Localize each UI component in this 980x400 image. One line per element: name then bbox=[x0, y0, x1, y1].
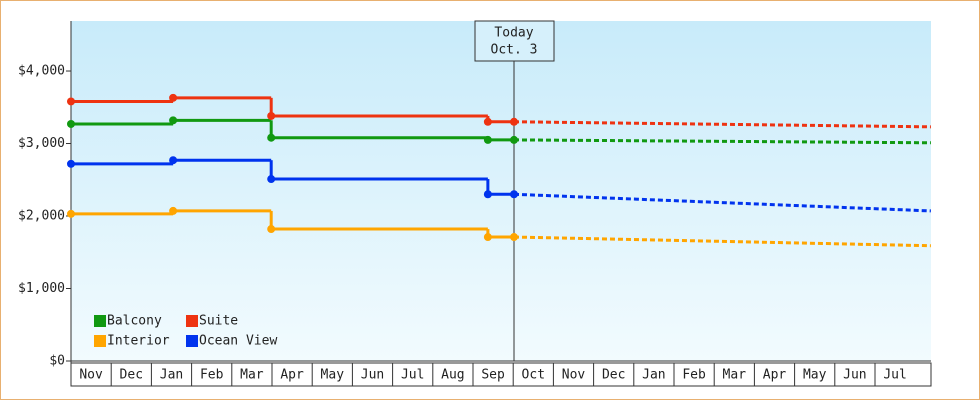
plot-area bbox=[71, 21, 931, 361]
x-tick-label: Jul bbox=[401, 368, 424, 383]
point bbox=[267, 133, 276, 142]
legend-label: Suite bbox=[199, 314, 238, 329]
point bbox=[510, 233, 519, 242]
x-tick-label: Oct bbox=[522, 368, 545, 383]
y-tick-label: $0 bbox=[49, 354, 65, 369]
x-tick-label: Mar bbox=[240, 368, 264, 383]
point bbox=[510, 117, 519, 126]
x-tick-label: Apr bbox=[280, 368, 304, 383]
x-tick-label: Jun bbox=[361, 368, 384, 383]
point bbox=[483, 117, 492, 126]
x-tick-label: Aug bbox=[441, 368, 464, 383]
today-label: Today bbox=[494, 26, 533, 41]
point bbox=[67, 159, 75, 168]
point bbox=[510, 135, 519, 144]
point bbox=[267, 175, 276, 184]
point bbox=[169, 116, 178, 125]
point bbox=[169, 93, 178, 102]
y-tick-label: $2,000 bbox=[18, 209, 65, 224]
legend-swatch bbox=[186, 335, 198, 347]
x-tick-label: Nov bbox=[79, 368, 103, 383]
x-tick-label: Feb bbox=[200, 368, 224, 383]
x-tick-label: Jan bbox=[160, 368, 183, 383]
x-tick-label: Apr bbox=[763, 368, 787, 383]
legend-swatch bbox=[94, 335, 106, 347]
point bbox=[483, 135, 492, 144]
point bbox=[483, 233, 492, 242]
forecast-line bbox=[513, 138, 931, 145]
x-tick-label: May bbox=[803, 368, 827, 383]
x-tick-label: Jan bbox=[642, 368, 665, 383]
forecast-line bbox=[513, 120, 931, 129]
x-tick-label: Nov bbox=[562, 368, 586, 383]
x-tick-label: Dec bbox=[602, 368, 625, 383]
x-tick-label: Jul bbox=[883, 368, 906, 383]
legend-label: Balcony bbox=[107, 314, 162, 329]
legend-swatch bbox=[94, 315, 106, 327]
point bbox=[483, 190, 492, 199]
point bbox=[267, 111, 276, 120]
legend-label: Ocean View bbox=[199, 334, 277, 349]
today-box bbox=[474, 20, 555, 62]
point bbox=[267, 225, 276, 234]
y-tick-label: $3,000 bbox=[18, 136, 65, 151]
point bbox=[169, 206, 178, 215]
legend-swatch bbox=[186, 315, 198, 327]
x-tick-label: Sep bbox=[481, 368, 505, 383]
forecast-line bbox=[513, 192, 931, 213]
x-tick-label: Dec bbox=[120, 368, 143, 383]
forecast-line bbox=[513, 235, 931, 248]
x-tick-label: Jun bbox=[843, 368, 866, 383]
x-tick-label: May bbox=[321, 368, 345, 383]
y-tick-label: $4,000 bbox=[18, 64, 65, 79]
point bbox=[67, 97, 75, 106]
x-tick-label: Mar bbox=[723, 368, 747, 383]
legend-label: Interior bbox=[107, 334, 170, 349]
today-date: Oct. 3 bbox=[491, 43, 538, 58]
point bbox=[67, 209, 75, 218]
point bbox=[510, 190, 519, 199]
x-tick-label: Feb bbox=[682, 368, 706, 383]
point bbox=[169, 156, 178, 165]
point bbox=[67, 119, 75, 128]
y-tick-label: $1,000 bbox=[18, 281, 65, 296]
